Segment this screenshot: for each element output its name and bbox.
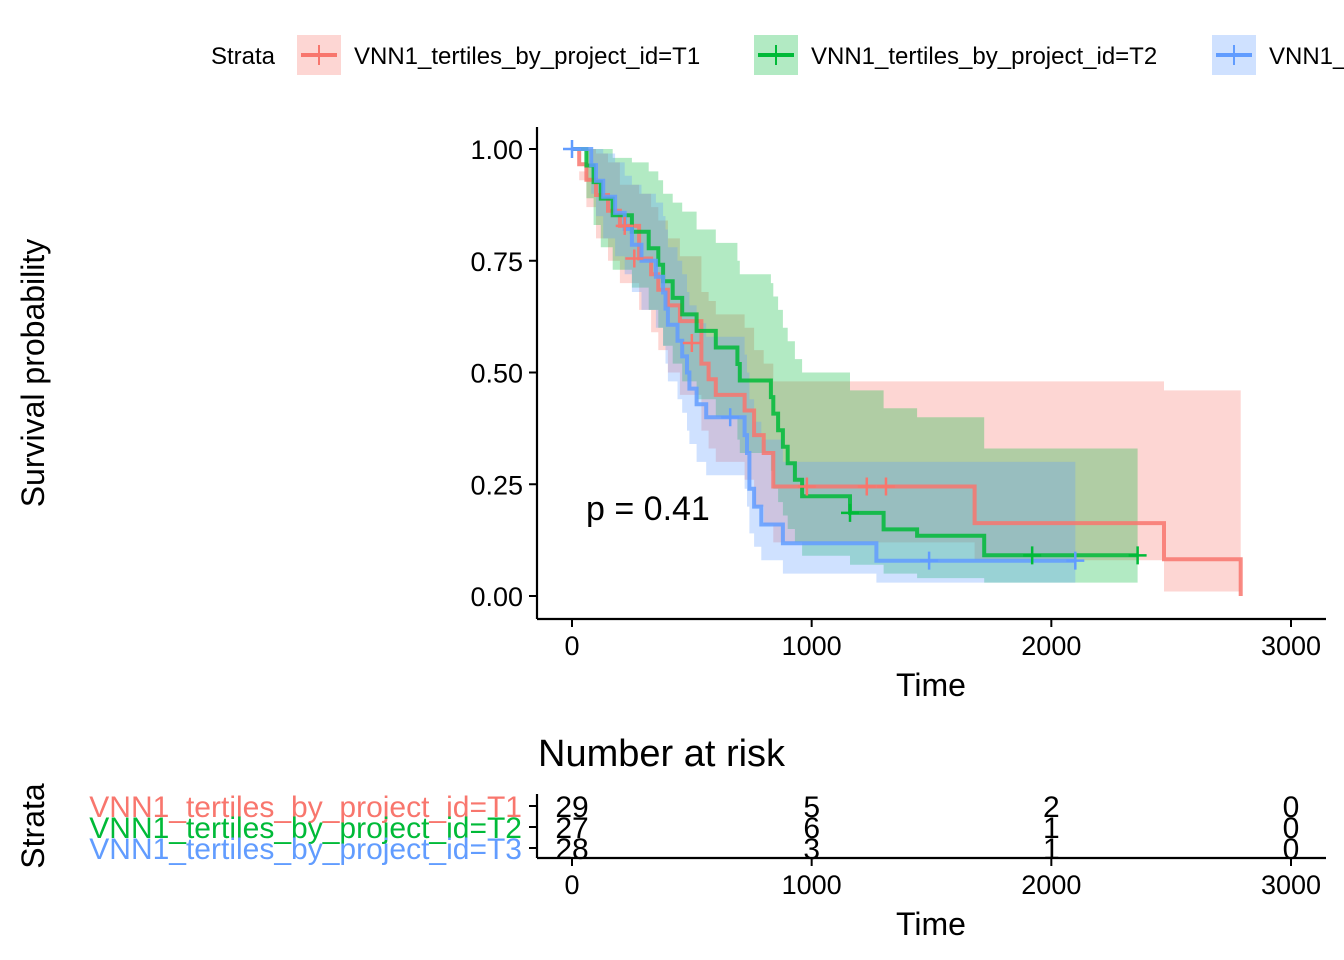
survival-curves: [572, 147, 1243, 596]
survival-x-tick-label: 0: [564, 631, 579, 661]
censor-mark-t3: [721, 408, 740, 427]
risk-count-t2: 0: [1283, 812, 1300, 845]
risk-table: Number at risk VNN1_tertiles_by_project_…: [15, 733, 1326, 942]
censor-mark-t2: [1023, 546, 1042, 565]
legend-label-t3: VNN1_tertiles_by_project_id=T3: [1269, 43, 1344, 70]
risk-count-t1: 0: [1283, 791, 1300, 824]
risk-x-tick-label: 1000: [782, 870, 842, 900]
confidence-band-t2: [572, 149, 1138, 583]
confidence-band-t1: [572, 149, 1241, 596]
risk-table-rows: VNN1_tertiles_by_project_id=T1 29 5 2 0 VNN1_…: [89, 791, 1299, 866]
risk-x-tick-label: 3000: [1261, 870, 1321, 900]
risk-count-t2: 1: [1043, 812, 1060, 845]
legend-entry-t3: VNN1_tertiles_by_project_id=T3: [1212, 35, 1344, 75]
legend-entry-t2: VNN1_tertiles_by_project_id=T2: [754, 35, 1157, 75]
censor-mark-t2: [841, 503, 860, 522]
p-value-annotation: p = 0.41: [586, 490, 710, 528]
risk-strata-label-t3: VNN1_tertiles_by_project_id=T3: [89, 833, 522, 866]
survival-y-tick-label: 0.75: [470, 247, 523, 277]
legend-label-t1: VNN1_tertiles_by_project_id=T1: [354, 43, 700, 70]
risk-x-tick-label: 0: [564, 870, 579, 900]
survival-y-tick-label: 0.00: [470, 582, 523, 612]
legend: Strata VNN1_tertiles_by_project_id=T1 VN…: [211, 35, 1344, 75]
survival-x-tick-label: 1000: [782, 631, 842, 661]
censor-mark-t3: [1066, 551, 1085, 570]
censor-marks: [563, 140, 1147, 570]
legend-title: Strata: [211, 43, 276, 70]
survival-x-ticks: 0 1000 2000 3000: [564, 619, 1321, 661]
risk-count-t1: 5: [803, 791, 820, 824]
survival-plot: 0.000.250.500.751.00 0 1000 2000 3000 Time …: [15, 127, 1326, 703]
risk-count-t2: 27: [555, 812, 588, 845]
legend-entry-t1: VNN1_tertiles_by_project_id=T1: [297, 35, 700, 75]
risk-table-title: Number at risk: [538, 733, 786, 775]
risk-x-tick-label: 2000: [1021, 870, 1081, 900]
risk-count-t2: 6: [803, 812, 820, 845]
censor-mark-t2: [1128, 546, 1147, 565]
confidence-bands: [572, 149, 1241, 596]
censor-mark-t1: [625, 249, 644, 268]
risk-y-axis-title: Strata: [15, 783, 51, 869]
confidence-band-t3: [572, 149, 1076, 583]
censor-mark-t1: [797, 477, 816, 496]
risk-strata-label-t2: VNN1_tertiles_by_project_id=T2: [89, 812, 522, 845]
survival-y-tick-label: 1.00: [470, 135, 523, 165]
survival-y-tick-label: 0.50: [470, 359, 523, 389]
risk-strata-label-t1: VNN1_tertiles_by_project_id=T1: [89, 791, 522, 824]
survival-y-ticks: 0.00 0.25 0.50 0.75 1.00: [470, 135, 537, 612]
legend-label-t2: VNN1_tertiles_by_project_id=T2: [811, 43, 1157, 70]
survival-curve-t2: [572, 147, 1138, 558]
risk-count-t1: 29: [555, 791, 588, 824]
survival-y-tick-label: 0.25: [470, 470, 523, 500]
censor-mark-t1: [876, 477, 895, 496]
censor-mark-t3: [563, 140, 581, 158]
survival-x-tick-label: 3000: [1261, 631, 1321, 661]
censor-mark-t1: [857, 477, 876, 496]
survival-x-axis-title: Time: [896, 667, 966, 703]
survival-curve-t3: [572, 147, 1076, 563]
risk-x-axis-title: Time: [896, 906, 966, 942]
risk-x-ticks: 0 1000 2000 3000: [564, 858, 1321, 900]
censor-mark-t1: [615, 216, 634, 235]
survival-x-tick-label: 2000: [1021, 631, 1081, 661]
survival-y-axis-title: Survival probability: [15, 239, 51, 508]
censor-mark-t1: [682, 333, 701, 352]
risk-count-t1: 2: [1043, 791, 1060, 824]
censor-mark-t3: [920, 551, 939, 570]
